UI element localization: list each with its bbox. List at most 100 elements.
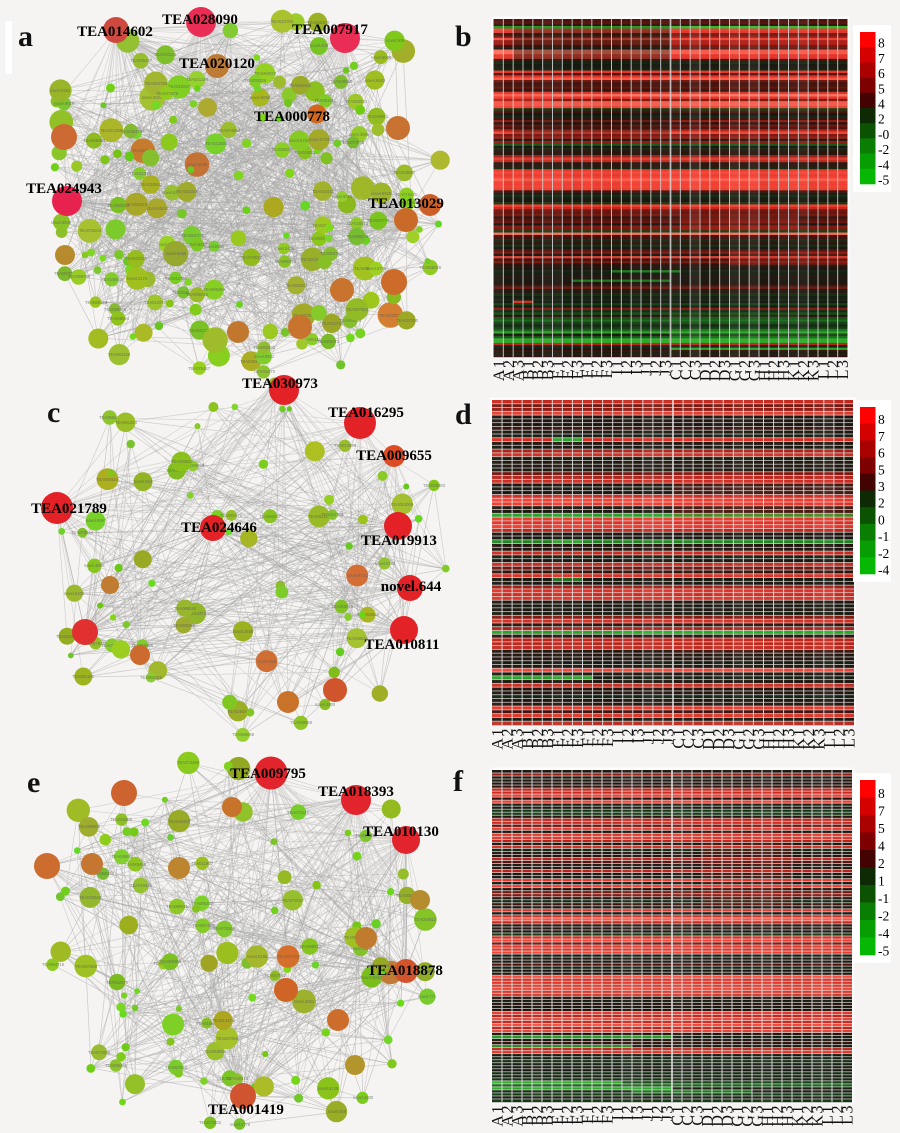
svg-text:TEA078169: TEA078169 (213, 926, 236, 931)
svg-text:TEA039922: TEA039922 (111, 854, 134, 859)
svg-text:F1: F1 (580, 727, 597, 747)
svg-text:D1: D1 (700, 1104, 717, 1127)
svg-text:TEA091424: TEA091424 (115, 420, 138, 425)
svg-text:-2: -2 (878, 909, 889, 924)
svg-text:TEA018393: TEA018393 (318, 784, 394, 800)
svg-text:I1: I1 (610, 1104, 627, 1120)
svg-text:TEA023371: TEA023371 (379, 313, 402, 318)
svg-text:TEA095451: TEA095451 (105, 1063, 128, 1068)
svg-text:F3: F3 (599, 359, 616, 379)
svg-text:TEA094284: TEA094284 (289, 83, 312, 88)
svg-text:novel.1654: novel.1654 (351, 946, 372, 951)
svg-text:e: e (27, 766, 40, 799)
svg-text:TEA081123: TEA081123 (308, 514, 330, 519)
svg-text:novel.9128: novel.9128 (318, 1086, 339, 1091)
svg-text:TEA021267: TEA021267 (100, 128, 123, 133)
svg-text:J2: J2 (648, 359, 665, 376)
svg-text:TEA071979: TEA071979 (156, 91, 179, 96)
svg-text:-0: -0 (878, 127, 889, 142)
svg-text:D3: D3 (720, 1104, 737, 1127)
svg-text:L2: L2 (830, 1104, 847, 1125)
svg-text:novel.4230: novel.4230 (353, 1095, 374, 1100)
svg-text:TEA079726: TEA079726 (85, 641, 108, 646)
svg-text:B3: B3 (540, 727, 557, 749)
svg-text:4: 4 (878, 97, 885, 112)
svg-text:TEA092181: TEA092181 (72, 674, 95, 679)
svg-text:7: 7 (878, 429, 885, 444)
svg-text:G3: G3 (751, 727, 768, 750)
svg-text:novel.9463: novel.9463 (365, 78, 386, 83)
svg-text:-2: -2 (878, 142, 889, 157)
svg-text:TEA019913: TEA019913 (361, 533, 437, 549)
svg-text:-4: -4 (878, 157, 889, 172)
svg-text:J3: J3 (660, 1104, 677, 1121)
svg-text:TEA060078: TEA060078 (331, 604, 354, 609)
svg-text:E2: E2 (560, 727, 577, 748)
svg-text:TEA013029: TEA013029 (368, 196, 444, 212)
svg-text:F1: F1 (579, 359, 596, 379)
svg-text:TEA043000: TEA043000 (110, 817, 133, 822)
svg-text:B2: B2 (530, 1104, 547, 1126)
svg-text:novel.9819: novel.9819 (54, 101, 75, 106)
svg-text:novel.8252: novel.8252 (362, 975, 383, 980)
svg-text:novel.6156: novel.6156 (166, 251, 187, 256)
svg-text:TEA085072: TEA085072 (317, 339, 340, 344)
svg-text:J3: J3 (658, 359, 675, 376)
svg-text:novel.943: novel.943 (134, 479, 153, 484)
svg-text:TEA044844: TEA044844 (339, 318, 362, 323)
svg-text:-4: -4 (878, 926, 889, 941)
svg-text:K2: K2 (800, 1104, 817, 1127)
svg-text:-5: -5 (878, 173, 889, 188)
svg-text:TEA012977: TEA012977 (144, 300, 167, 305)
svg-text:I2: I2 (619, 359, 636, 375)
svg-text:novel.5359: novel.5359 (162, 190, 183, 195)
svg-text:H3: H3 (781, 727, 798, 750)
svg-text:G3: G3 (750, 1104, 767, 1127)
svg-text:2: 2 (878, 496, 885, 511)
svg-text:novel.2566: novel.2566 (233, 629, 254, 634)
svg-text:TEA024646: TEA024646 (181, 520, 257, 536)
svg-text:novel.5604: novel.5604 (142, 95, 163, 100)
svg-text:TEA022476: TEA022476 (106, 980, 129, 985)
svg-text:K2: K2 (796, 359, 813, 382)
svg-text:1: 1 (878, 874, 885, 889)
svg-text:B2: B2 (530, 359, 547, 381)
svg-text:D2: D2 (710, 1104, 727, 1127)
svg-text:TEA059999: TEA059999 (182, 463, 205, 468)
svg-text:TEA074934: TEA074934 (218, 128, 241, 133)
svg-text:C3: C3 (688, 359, 705, 381)
svg-text:TEA019435: TEA019435 (130, 883, 153, 888)
svg-text:-5: -5 (878, 944, 889, 959)
svg-text:L1: L1 (821, 727, 838, 748)
svg-text:A1: A1 (490, 1104, 507, 1127)
svg-text:TEA011907: TEA011907 (191, 861, 213, 866)
svg-text:TEA021789: TEA021789 (31, 501, 107, 517)
svg-text:TEA019247: TEA019247 (168, 84, 191, 89)
svg-text:TEA085068: TEA085068 (232, 732, 255, 737)
svg-text:novel.644: novel.644 (381, 579, 442, 595)
svg-text:TEA010130: TEA010130 (363, 824, 439, 840)
svg-text:novel.7648: novel.7648 (398, 200, 419, 205)
svg-text:novel.3174: novel.3174 (127, 276, 148, 281)
svg-text:G3: G3 (747, 359, 764, 382)
svg-text:G1: G1 (731, 727, 748, 750)
svg-text:TEA053006: TEA053006 (391, 502, 414, 507)
svg-text:TEA066330: TEA066330 (253, 345, 276, 350)
svg-text:TEA021826: TEA021826 (301, 257, 324, 262)
svg-text:TEA042250: TEA042250 (125, 256, 148, 261)
svg-text:TEA057952: TEA057952 (264, 973, 287, 978)
svg-text:H1: H1 (761, 727, 778, 750)
svg-text:TEA045496: TEA045496 (124, 862, 147, 867)
svg-text:novel.8935: novel.8935 (204, 244, 225, 249)
svg-text:A3: A3 (510, 1104, 527, 1127)
svg-text:D3: D3 (717, 359, 734, 382)
svg-text:TEA041317: TEA041317 (189, 328, 212, 333)
svg-text:8: 8 (878, 786, 885, 801)
svg-text:TEA063778: TEA063778 (367, 218, 390, 223)
svg-text:L2: L2 (825, 359, 842, 380)
svg-text:TEA011072: TEA011072 (101, 643, 123, 648)
svg-text:TEA072027: TEA072027 (282, 898, 305, 903)
svg-text:TEA066356: TEA066356 (159, 959, 182, 964)
svg-text:B3: B3 (540, 359, 557, 381)
svg-text:F2: F2 (590, 727, 607, 747)
